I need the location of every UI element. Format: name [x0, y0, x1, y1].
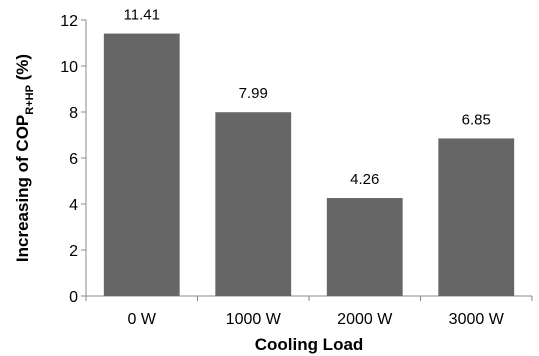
y-axis-title-main: Increasing of COP [13, 115, 32, 262]
x-tick-label: 0 W [128, 311, 157, 328]
x-axis-title: Cooling Load [255, 335, 364, 354]
y-axis-title-subscript: R+HP [24, 85, 36, 115]
data-label: 7.99 [239, 85, 268, 102]
y-tick-labels: 0 2 4 6 8 10 12 [60, 13, 78, 306]
y-axis [81, 19, 87, 297]
bar [103, 33, 180, 296]
y-tick-label: 12 [60, 13, 78, 30]
data-labels: 11.41 7.99 4.26 6.85 [124, 7, 491, 188]
x-tick-label: 3000 W [449, 311, 505, 328]
bar [326, 198, 403, 296]
bar [215, 112, 292, 296]
y-axis-title-suffix: (%) [13, 54, 32, 85]
x-axis [85, 295, 533, 301]
x-tick-labels: 0 W 1000 W 2000 W 3000 W [128, 311, 505, 328]
y-tick-label: 4 [69, 197, 78, 214]
x-tick-label: 1000 W [226, 311, 282, 328]
data-label: 4.26 [350, 171, 379, 188]
y-tick-label: 10 [60, 59, 78, 76]
y-tick-label: 8 [69, 105, 78, 122]
y-tick-label: 0 [69, 289, 78, 306]
y-tick-label: 6 [69, 151, 78, 168]
bar [438, 138, 515, 296]
data-label: 6.85 [462, 111, 491, 128]
y-tick-label: 2 [69, 243, 78, 260]
y-axis-title: Increasing of COPR+HP (%) [13, 54, 36, 262]
data-label: 11.41 [124, 7, 160, 24]
bar-series [103, 33, 515, 296]
x-tick-label: 2000 W [337, 311, 393, 328]
